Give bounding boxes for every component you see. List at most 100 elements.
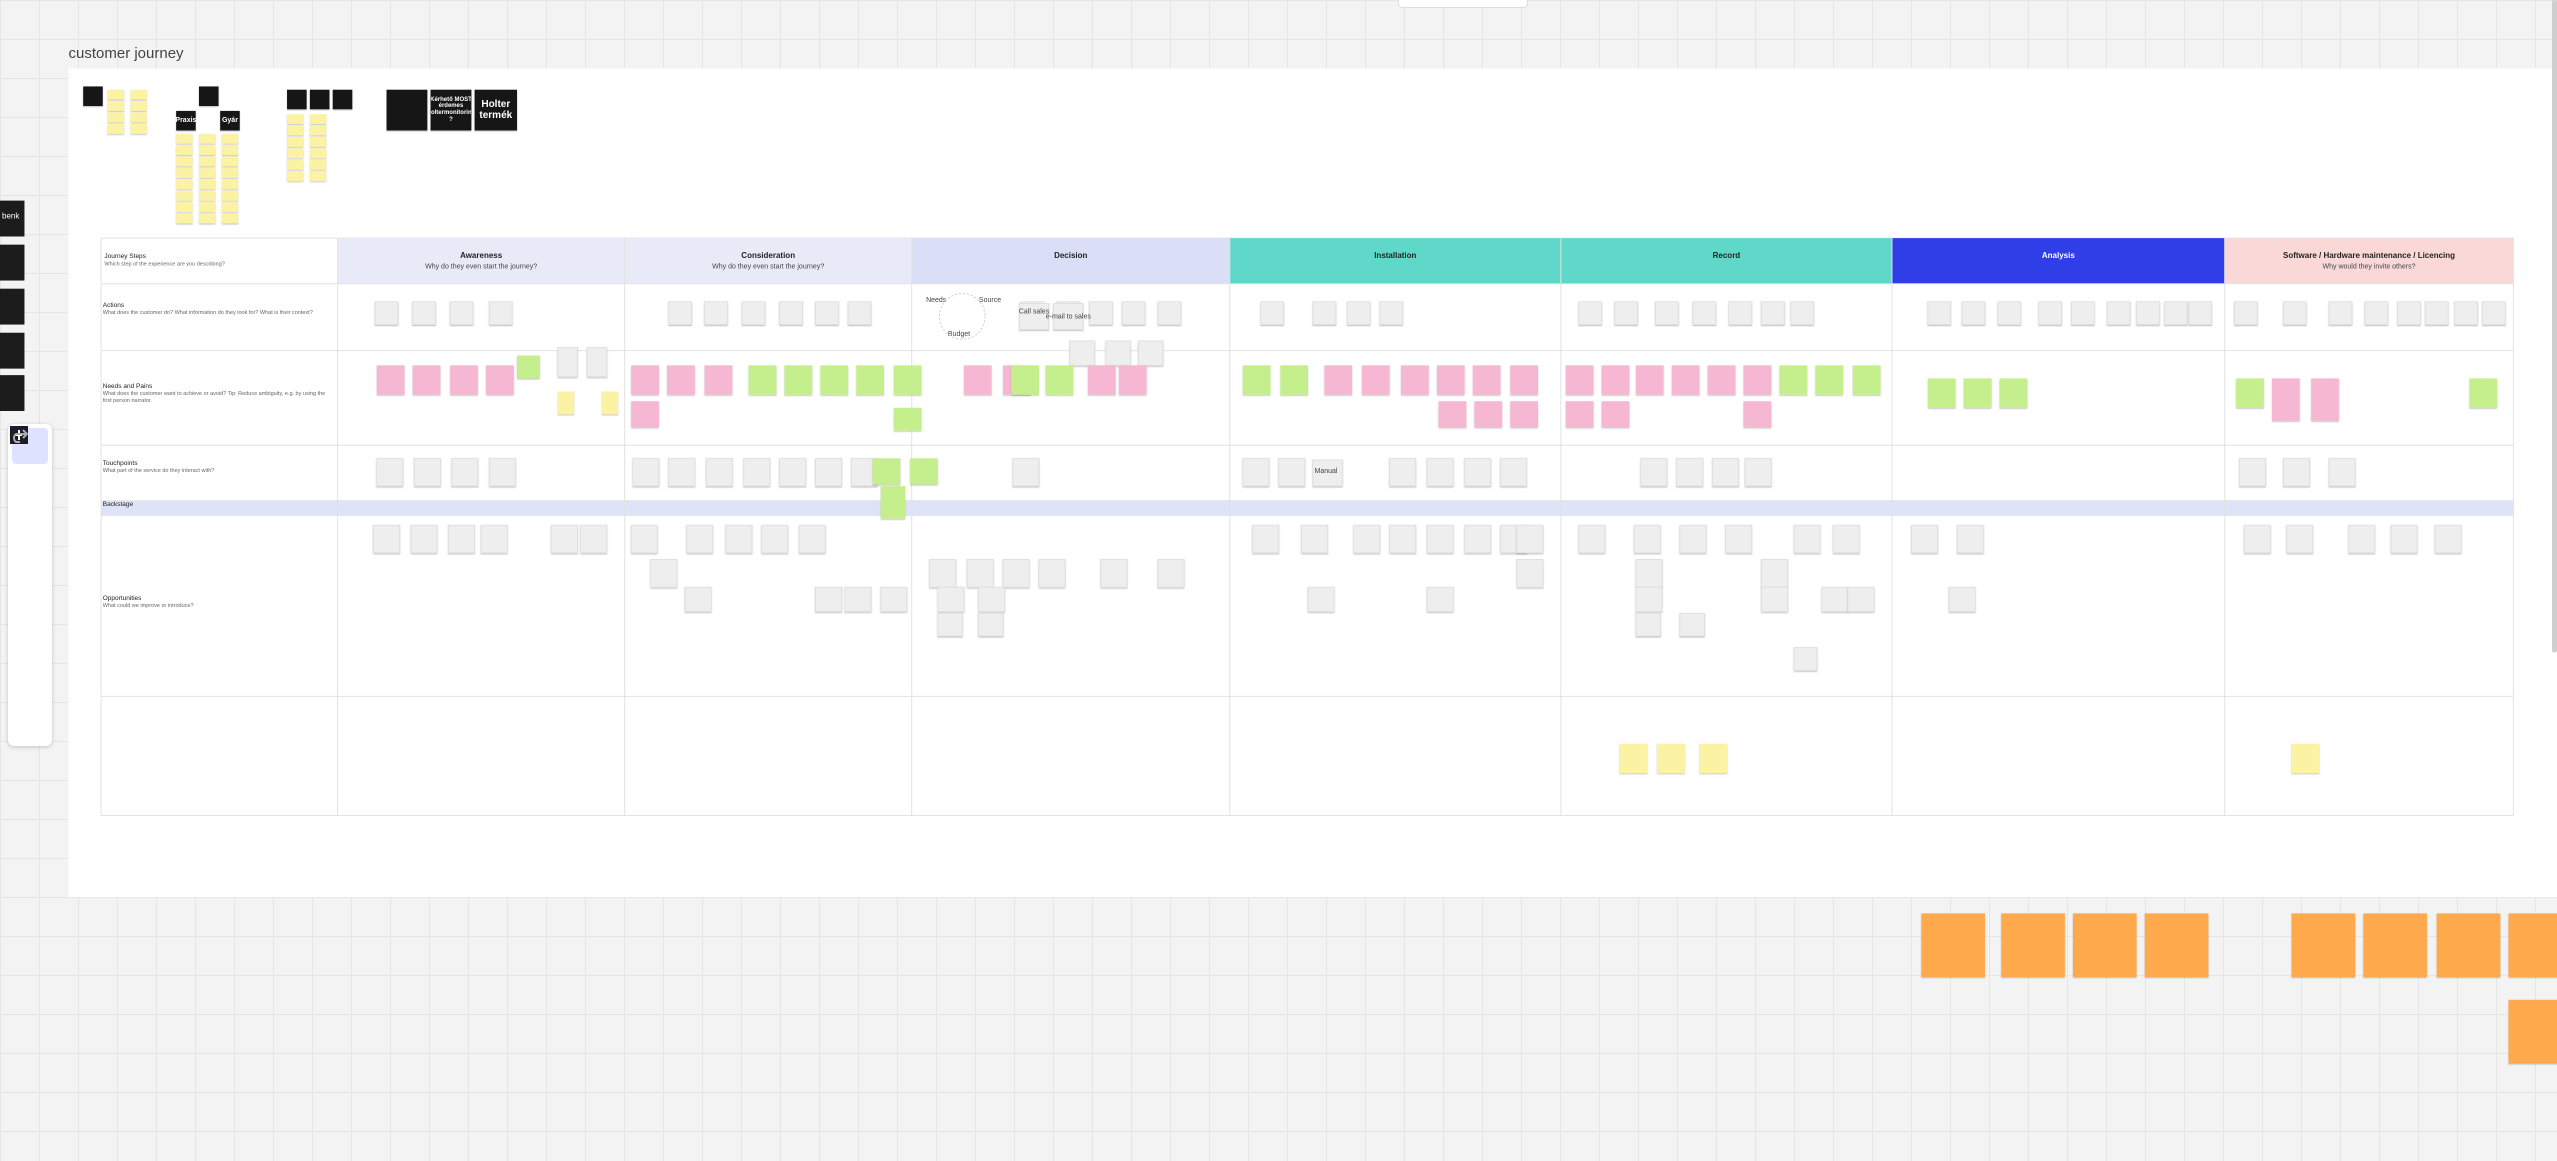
sticky-note xyxy=(1565,365,1594,395)
sticky-note xyxy=(1157,301,1182,325)
card-body: Praxis xyxy=(176,117,196,124)
sticky-note xyxy=(176,156,193,167)
sticky-note xyxy=(650,559,678,588)
column-subtitle: Why do they even start the journey? xyxy=(425,264,537,271)
sticky-note xyxy=(198,202,216,213)
sticky-note xyxy=(221,213,239,224)
sticky-note xyxy=(176,190,193,201)
sticky-note xyxy=(743,457,771,487)
sticky-note xyxy=(1790,301,1815,325)
sticky-note xyxy=(107,89,124,100)
sticky-note xyxy=(978,586,1006,613)
sticky-note xyxy=(430,89,472,131)
sticky-note xyxy=(725,524,753,554)
redo-tool[interactable] xyxy=(12,429,48,716)
sticky-note xyxy=(176,202,193,213)
sticky-note xyxy=(309,125,327,136)
sticky-note xyxy=(176,179,193,190)
sticky-note xyxy=(1657,743,1685,774)
sticky-note xyxy=(631,365,659,395)
sticky-note xyxy=(1743,365,1772,395)
sticky-note xyxy=(376,457,404,487)
sticky-note xyxy=(704,301,728,325)
sticky-note xyxy=(1601,365,1630,395)
sticky-note xyxy=(198,86,219,107)
sticky-note xyxy=(2282,457,2310,487)
sticky-note xyxy=(1516,559,1544,588)
sticky-note xyxy=(1038,559,1066,588)
sticky-note xyxy=(1012,457,1040,487)
sticky-note xyxy=(1301,524,1329,554)
column-title: Analysis xyxy=(2042,251,2075,260)
sticky-note xyxy=(1956,524,1984,554)
sticky-note xyxy=(784,365,813,395)
sticky-note xyxy=(2291,913,2356,977)
card xyxy=(0,332,25,369)
card-text: Kérhető MOST érdemes Holtermonitoring ? xyxy=(430,96,472,123)
sticky-note xyxy=(1464,457,1492,487)
sticky-note xyxy=(1948,586,1976,613)
sticky-note xyxy=(557,391,575,415)
sticky-note xyxy=(488,457,516,487)
row-label: Backstage xyxy=(103,501,133,508)
sticky-note xyxy=(1280,365,1309,395)
sticky-note xyxy=(2282,301,2307,325)
shape-tool[interactable] xyxy=(10,426,48,544)
sticky-note xyxy=(1157,559,1185,588)
sticky-note xyxy=(1821,586,1849,613)
sticky-note xyxy=(480,524,508,554)
column-header xyxy=(1229,238,1561,284)
sticky-note xyxy=(893,365,922,395)
sticky-note xyxy=(631,401,659,428)
note-text: Budget xyxy=(948,331,970,338)
sticky-note xyxy=(287,125,304,136)
sticky-note xyxy=(1464,524,1492,554)
row-subtitle: What does the customer do? What informat… xyxy=(102,309,313,316)
sticky-tool[interactable] xyxy=(10,426,48,504)
sticky-note xyxy=(966,559,994,588)
sticky-note xyxy=(704,365,733,395)
sticky-note xyxy=(937,586,965,613)
sticky-note xyxy=(198,167,216,178)
sticky-note xyxy=(1379,301,1404,325)
sticky-note xyxy=(1260,301,1284,325)
sticky-note xyxy=(2436,913,2501,977)
sticky-note xyxy=(1679,524,1707,554)
sticky-note xyxy=(1679,612,1705,637)
sticky-note xyxy=(2236,378,2264,408)
sticky-note xyxy=(815,586,842,613)
sticky-note xyxy=(287,148,304,159)
sticky-note xyxy=(686,524,714,554)
sticky-note xyxy=(1761,586,1788,613)
note-text: Source xyxy=(979,297,1001,304)
sticky-note xyxy=(287,159,304,170)
sticky-note xyxy=(373,524,400,554)
sticky-note xyxy=(779,457,807,487)
sticky-note xyxy=(2073,913,2137,977)
undo-tool[interactable] xyxy=(9,429,48,676)
sticky-note xyxy=(1278,457,1306,487)
backstage-band xyxy=(101,500,2514,516)
sticky-note xyxy=(2328,457,2356,487)
sticky-note xyxy=(220,110,240,131)
sticky-note xyxy=(1438,401,1467,428)
sticky-note xyxy=(2390,524,2418,554)
top-toolbar[interactable] xyxy=(1398,0,1528,8)
text-tool[interactable] xyxy=(12,427,48,584)
note-dashed xyxy=(938,293,986,340)
sticky-note xyxy=(1847,586,1875,613)
sticky-note xyxy=(448,524,476,554)
sticky-note xyxy=(410,524,438,554)
card-text: Holter termék xyxy=(479,99,513,122)
sticky-note xyxy=(1474,401,1503,428)
column-header xyxy=(911,238,1230,284)
add-tool[interactable] xyxy=(10,426,48,624)
sticky-note xyxy=(798,524,826,554)
sticky-note xyxy=(221,156,239,167)
sticky-note xyxy=(2424,301,2449,325)
column-header xyxy=(1560,238,1892,284)
sticky-note xyxy=(1635,612,1661,637)
sticky-note xyxy=(630,524,658,554)
sticky-note xyxy=(309,89,330,110)
